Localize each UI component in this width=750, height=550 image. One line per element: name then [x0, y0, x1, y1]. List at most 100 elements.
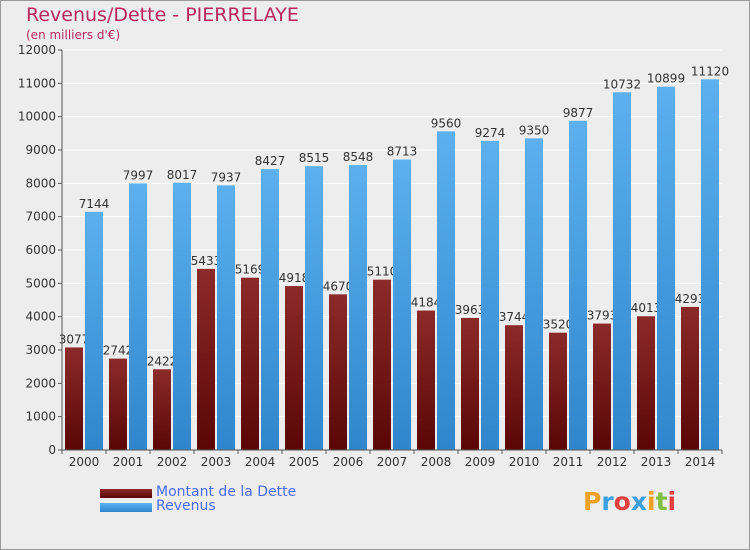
bar-dette: [461, 317, 479, 450]
bar-revenus: [525, 138, 543, 451]
x-tick-label: 2008: [421, 455, 452, 469]
data-label-dette: 3963: [455, 303, 486, 317]
logo-letter: i: [647, 487, 656, 516]
logo-letter: x: [630, 487, 647, 516]
y-axis: 0 1000 2000 3000 4000 5000 6000 7000 8000 9000 100…: [18, 43, 63, 457]
bar-revenus: [657, 86, 675, 450]
bars: 3077 7144 2742 7997 2422 8017 5433 7937 5169 8427…: [59, 64, 729, 451]
bar-dette: [241, 277, 259, 450]
bar-revenus: [173, 182, 191, 450]
chart-subtitle: (en milliers d'€): [26, 28, 121, 42]
data-label-revenus: 9877: [563, 106, 594, 120]
bar-revenus: [569, 120, 587, 451]
bar-dette: [637, 316, 655, 450]
data-label-dette: 5169: [235, 263, 266, 277]
bar-revenus: [613, 92, 631, 451]
x-tick-label: 2005: [289, 455, 320, 469]
data-label-revenus: 8548: [343, 150, 374, 164]
bar-revenus: [261, 169, 279, 450]
data-label-revenus: 9274: [475, 126, 506, 140]
bar-revenus: [481, 140, 499, 450]
bar-dette: [417, 310, 435, 450]
data-label-dette: 2422: [147, 354, 178, 368]
proxiti-logo: Proxiti: [583, 487, 676, 516]
logo-letter: o: [613, 487, 631, 516]
x-tick-label: 2014: [685, 455, 716, 469]
x-tick-label: 2007: [377, 455, 408, 469]
data-label-revenus: 8713: [387, 145, 418, 159]
data-label-dette: 5433: [191, 254, 222, 268]
y-tick-label: 0: [48, 443, 56, 457]
x-tick-label: 2001: [113, 455, 144, 469]
x-tick-label: 2011: [553, 455, 584, 469]
data-label-dette: 5110: [367, 265, 398, 279]
data-label-revenus: 8017: [167, 168, 198, 182]
bar-dette: [593, 323, 611, 450]
data-label-revenus: 8515: [299, 151, 330, 165]
legend-label-revenus: Revenus: [156, 498, 216, 514]
data-label-dette: 3077: [59, 332, 90, 346]
bar-dette: [329, 294, 347, 450]
data-label-dette: 3793: [587, 309, 618, 323]
legend-swatch-dette: [100, 489, 152, 498]
legend-label-dette: Montant de la Dette: [156, 484, 297, 500]
bar-revenus: [217, 185, 235, 450]
bar-revenus: [701, 79, 719, 450]
bar-revenus: [349, 165, 367, 451]
y-tick-label: 1000: [25, 410, 56, 424]
bar-dette: [197, 268, 215, 450]
data-label-dette: 3520: [543, 318, 574, 332]
bar-dette: [109, 358, 127, 450]
y-tick-label: 5000: [25, 276, 56, 290]
y-tick-label: 7000: [25, 210, 56, 224]
data-label-revenus: 7937: [211, 170, 242, 184]
data-label-dette: 2742: [103, 344, 134, 358]
x-tick-label: 2004: [245, 455, 276, 469]
bar-revenus: [305, 166, 323, 450]
bar-revenus: [85, 211, 103, 450]
data-label-revenus: 9560: [431, 116, 462, 130]
data-label-revenus: 7997: [123, 168, 154, 182]
bar-revenus: [129, 183, 147, 450]
data-label-revenus: 9350: [519, 123, 550, 137]
data-label-revenus: 11120: [691, 64, 729, 78]
x-tick-label: 2012: [597, 455, 628, 469]
bar-revenus: [393, 159, 411, 451]
data-label-revenus: 10899: [647, 72, 685, 86]
y-tick-label: 10000: [18, 110, 56, 124]
x-tick-label: 2010: [509, 455, 540, 469]
bar-dette: [681, 306, 699, 450]
x-tick-label: 2006: [333, 455, 364, 469]
bar-dette: [505, 325, 523, 450]
bar-dette: [373, 279, 391, 450]
data-label-revenus: 7144: [79, 197, 110, 211]
bar-dette: [65, 347, 83, 450]
bar-dette: [549, 332, 567, 450]
logo-letter: t: [655, 487, 668, 516]
bar-dette: [285, 286, 303, 450]
x-tick-label: 2002: [157, 455, 188, 469]
y-tick-label: 9000: [25, 143, 56, 157]
x-tick-label: 2013: [641, 455, 672, 469]
bar-revenus: [437, 131, 455, 451]
logo-letter: P: [583, 487, 602, 516]
data-label-dette: 3744: [499, 310, 530, 324]
legend-swatch-revenus: [100, 503, 152, 512]
logo-letter: i: [667, 487, 677, 516]
x-axis: 2000 2001 2002 2003 2004 2005 2006 2007 2008 2009…: [61, 449, 723, 469]
y-tick-label: 2000: [25, 376, 56, 390]
data-label-revenus: 8427: [255, 154, 286, 168]
logo-letter: r: [601, 487, 614, 516]
y-tick-label: 4000: [25, 310, 56, 324]
data-label-revenus: 10732: [603, 77, 641, 91]
y-tick-label: 6000: [25, 243, 56, 257]
data-label-dette: 4918: [279, 271, 310, 285]
bar-dette: [153, 369, 171, 450]
y-tick-label: 11000: [18, 76, 56, 90]
y-tick-label: 12000: [18, 43, 56, 57]
grid-lines: [62, 49, 722, 451]
data-label-dette: 4184: [411, 296, 442, 310]
x-tick-label: 2000: [69, 455, 100, 469]
data-label-dette: 4293: [675, 292, 706, 306]
